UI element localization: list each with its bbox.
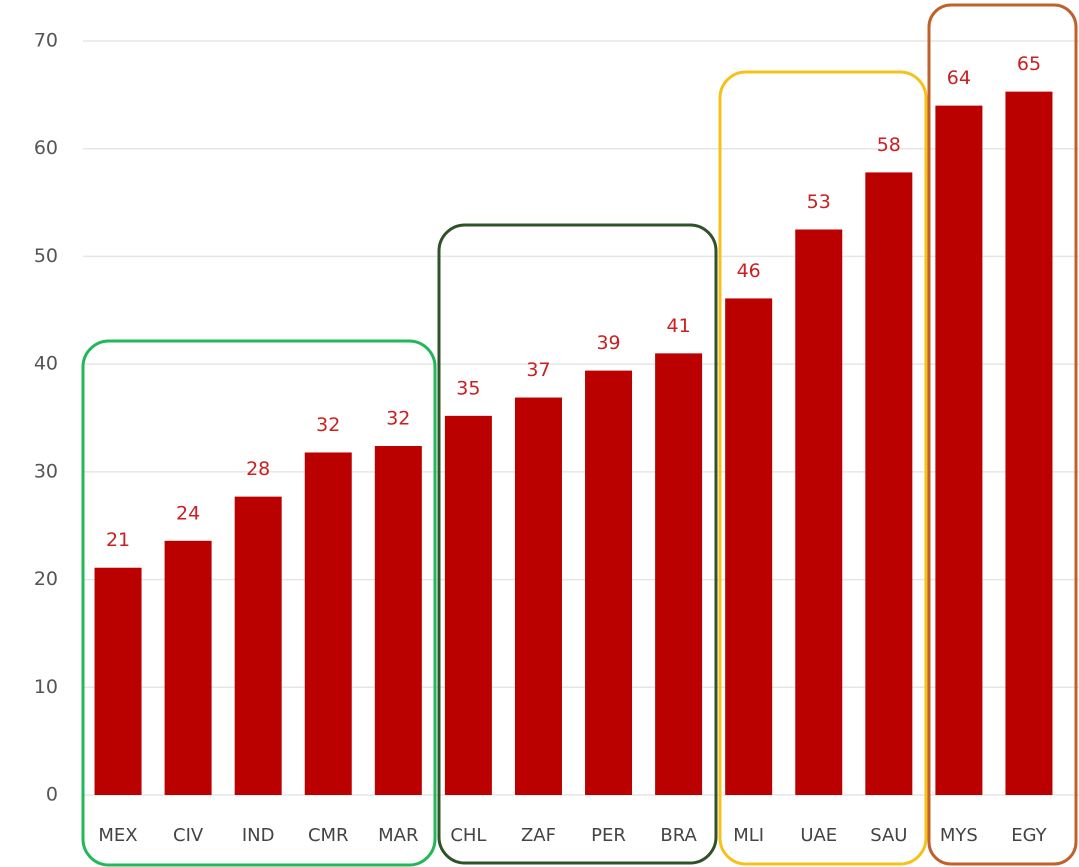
bar	[94, 567, 142, 795]
x-tick-label: IND	[242, 825, 275, 846]
value-label: 53	[807, 191, 831, 213]
bar	[304, 452, 352, 795]
value-label: 21	[106, 529, 130, 551]
bar	[234, 496, 282, 795]
x-tick-label: MEX	[98, 825, 137, 846]
x-tick-label: CMR	[308, 825, 349, 846]
value-label: 37	[526, 359, 550, 381]
bar	[1005, 91, 1053, 795]
x-tick-label: MLI	[733, 825, 764, 846]
x-tick-label: SAU	[870, 825, 907, 846]
bar	[725, 298, 773, 795]
y-tick-label: 60	[34, 137, 58, 159]
value-label: 58	[877, 134, 901, 156]
y-tick-label: 30	[34, 460, 58, 482]
bar	[795, 229, 843, 795]
marks: MEX 21 CIV 24 IND 28 CMR 32 MAR 32 CHL 35 ZAF 37 PER 39…	[94, 53, 1053, 846]
value-label: 64	[947, 67, 971, 89]
bar	[444, 415, 492, 795]
value-label: 32	[316, 414, 340, 436]
group-box	[437, 223, 718, 865]
value-label: 24	[176, 502, 200, 524]
x-tick-label: CIV	[173, 825, 204, 846]
x-tick-label: MYS	[940, 825, 978, 846]
bar	[935, 105, 983, 796]
group-box	[718, 70, 928, 866]
bar	[655, 353, 703, 795]
y-tick-label: 70	[34, 30, 58, 52]
value-label: 46	[737, 260, 761, 282]
y-tick-label: 20	[34, 568, 58, 590]
bar	[514, 397, 562, 795]
y-tick-label: 40	[34, 353, 58, 375]
value-label: 39	[596, 332, 620, 354]
y-tick-label: 0	[46, 784, 58, 806]
x-tick-label: CHL	[450, 825, 486, 846]
bar	[374, 446, 422, 795]
bar	[865, 172, 913, 795]
x-tick-label: ZAF	[521, 825, 556, 846]
value-label: 28	[246, 458, 270, 480]
x-tick-label: UAE	[800, 825, 837, 846]
y-tick-label: 50	[34, 245, 58, 267]
value-label: 41	[667, 315, 691, 337]
x-tick-label: BRA	[660, 825, 697, 846]
x-tick-label: MAR	[378, 825, 418, 846]
group-box	[81, 339, 437, 867]
group-box	[927, 3, 1078, 866]
value-label: 65	[1017, 53, 1041, 75]
x-tick-label: PER	[591, 825, 626, 846]
bar	[585, 370, 633, 795]
y-tick-label: 10	[34, 676, 58, 698]
x-tick-label: EGY	[1011, 825, 1047, 846]
value-label: 35	[456, 377, 480, 399]
bar	[164, 540, 212, 795]
value-label: 32	[386, 408, 410, 430]
